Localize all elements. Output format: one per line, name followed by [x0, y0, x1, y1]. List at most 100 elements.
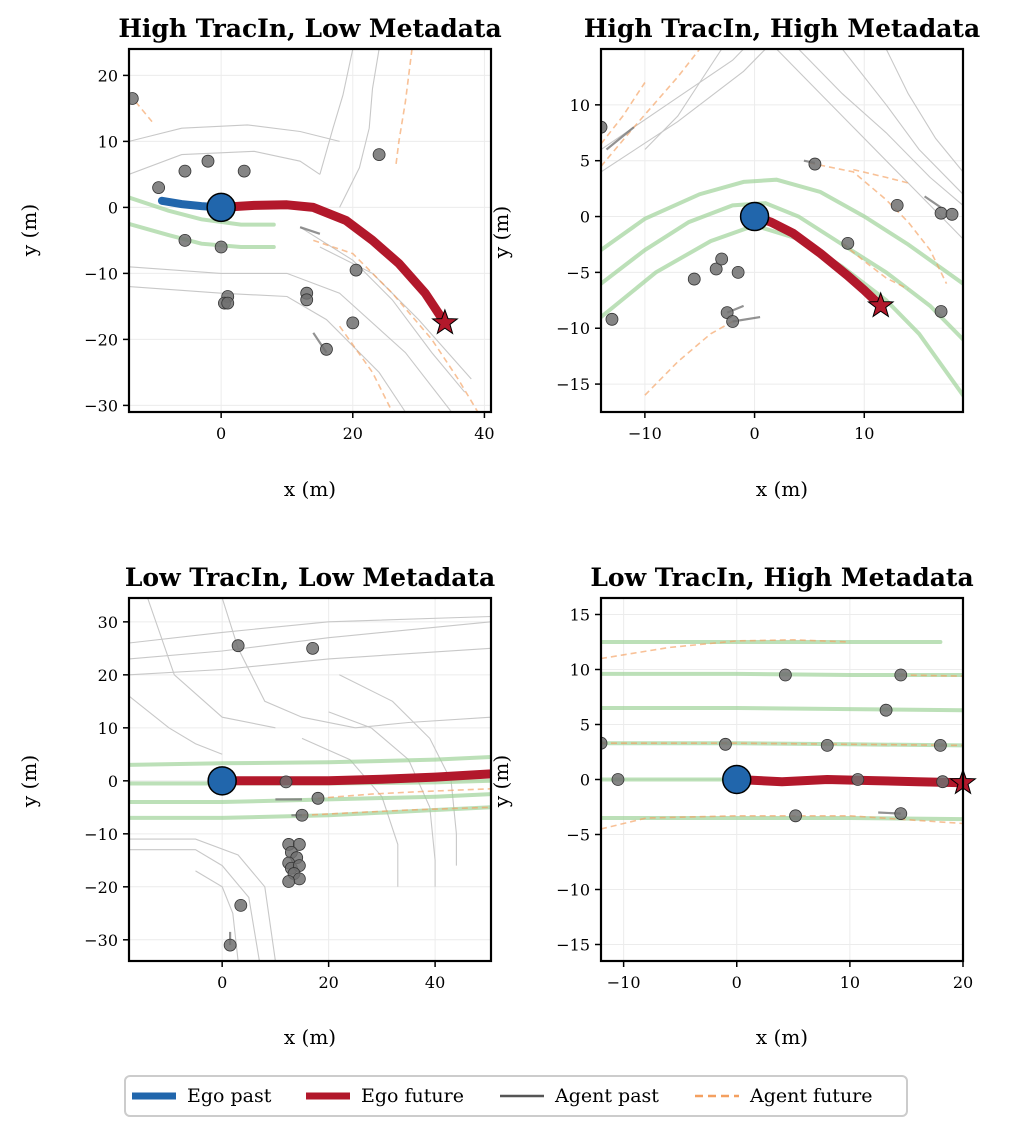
- axes-frame: [127, 47, 493, 414]
- y-tick-label: 20: [98, 666, 118, 685]
- x-axis-label: x (m): [284, 477, 336, 501]
- agent-point: [605, 312, 619, 326]
- agent-past-path: [299, 226, 321, 235]
- ego-current-position: [206, 192, 236, 223]
- agent-future-path: [601, 49, 701, 167]
- agent-past-path: [923, 195, 942, 209]
- lane-centerline: [601, 177, 963, 286]
- agent-point: [129, 92, 139, 105]
- agent-future-path: [853, 168, 909, 184]
- x-tick-label: 40: [474, 424, 494, 443]
- road-boundary: [319, 49, 354, 175]
- panel-high-tracin-low-metadata: High TracIn, Low Metadata 0 20 40 20 10 0 −10 −…: [17, 14, 502, 501]
- y-tick-label: −20: [84, 878, 118, 897]
- agent-point: [726, 315, 740, 328]
- agent-point: [601, 120, 608, 134]
- ego-future-path: [216, 200, 450, 328]
- panel-low-tracin-high-metadata: Low TracIn, High Metadata −10 0 10 20 15 10 5 0…: [489, 563, 977, 1049]
- x-tick-label: 10: [854, 424, 874, 443]
- agent-point: [808, 157, 822, 171]
- agent-future-path: [841, 242, 909, 290]
- plot-area: 0 20 40 20 10 0 −10 −20 −30: [84, 47, 495, 443]
- agent-point: [295, 808, 309, 822]
- goal-star: [431, 308, 459, 335]
- agent-point: [601, 736, 608, 750]
- ego-current-position: [207, 766, 237, 796]
- agent-point: [234, 898, 248, 912]
- agent-point: [851, 773, 865, 786]
- agent-point: [890, 198, 904, 212]
- agent-future-path: [900, 674, 963, 677]
- agent-future-path: [601, 742, 963, 747]
- y-tick-label: 10: [570, 661, 590, 680]
- x-tick-label: −10: [628, 424, 662, 443]
- panel-high-tracin-high-metadata: High TracIn, High Metadata −10 0 101050−5−…: [489, 14, 980, 501]
- agent-point: [279, 775, 293, 789]
- y-tick-label: 20: [98, 66, 118, 85]
- plot-content: [129, 49, 491, 412]
- legend-label-ego-future: Ego future: [361, 1085, 464, 1107]
- lane-centerline: [129, 221, 276, 249]
- y-tick-label: 0: [108, 198, 118, 217]
- x-axis-label: x (m): [756, 477, 808, 501]
- ego-current-position: [722, 764, 752, 795]
- agent-point: [292, 872, 306, 886]
- agent-future-path: [317, 788, 491, 800]
- goal-star: [866, 291, 895, 318]
- x-tick-label: 20: [953, 973, 973, 992]
- agent-point: [311, 791, 325, 805]
- x-axis-label: x (m): [284, 1025, 336, 1049]
- agent-point: [715, 252, 729, 266]
- legend-label-agent-past: Agent past: [554, 1085, 659, 1107]
- x-tick-label: 0: [749, 424, 759, 443]
- road-boundary: [798, 49, 963, 206]
- y-tick-label: 0: [108, 772, 118, 791]
- agent-point: [221, 296, 235, 310]
- ego-current-position: [739, 201, 770, 232]
- agent-future-path: [301, 806, 491, 817]
- agent-future-path: [313, 239, 479, 412]
- agent-point: [178, 233, 192, 247]
- y-tick-label: 30: [98, 613, 118, 632]
- agent-point: [709, 262, 723, 276]
- ego-future-path: [217, 769, 491, 786]
- agent-future-path: [394, 49, 413, 168]
- agent-point: [820, 739, 834, 752]
- axes-frame: [599, 47, 965, 414]
- road-boundary: [339, 49, 380, 208]
- agent-point: [300, 293, 314, 307]
- road-boundary: [129, 124, 340, 142]
- agent-point: [894, 668, 908, 682]
- y-tick-label: 5: [580, 716, 590, 735]
- x-tick-label: 10: [840, 973, 860, 992]
- x-axis-label: x (m): [756, 1025, 808, 1049]
- agent-point: [945, 207, 959, 221]
- panel-title: High TracIn, High Metadata: [584, 14, 980, 43]
- y-tick-label: −15: [556, 936, 590, 955]
- road-boundary: [129, 695, 223, 755]
- lane-centerline: [129, 792, 491, 804]
- agent-point: [178, 164, 192, 178]
- ego-future-path: [750, 212, 886, 311]
- agent-point: [936, 775, 950, 789]
- y-tick-label: 0: [580, 208, 590, 227]
- agent-point: [152, 181, 166, 195]
- y-tick-label: 0: [580, 771, 590, 790]
- y-tick-label: −10: [84, 264, 118, 283]
- agent-point: [894, 807, 908, 820]
- road-boundary: [601, 49, 744, 150]
- agent-point: [841, 236, 855, 250]
- plot-content: [601, 598, 963, 961]
- agent-point: [223, 938, 237, 952]
- road-boundary: [147, 598, 276, 729]
- agent-point: [320, 342, 333, 356]
- agent-future-path: [601, 82, 646, 145]
- legend: Ego past Ego future Agent past Agent fut…: [124, 1075, 908, 1117]
- x-tick-label: −10: [607, 973, 641, 992]
- panel-title: Low TracIn, Low Metadata: [125, 563, 495, 592]
- agent-point: [292, 838, 306, 851]
- road-boundary: [319, 246, 472, 380]
- agent-point: [879, 703, 893, 717]
- agent-point: [719, 737, 732, 751]
- agent-point: [933, 739, 947, 752]
